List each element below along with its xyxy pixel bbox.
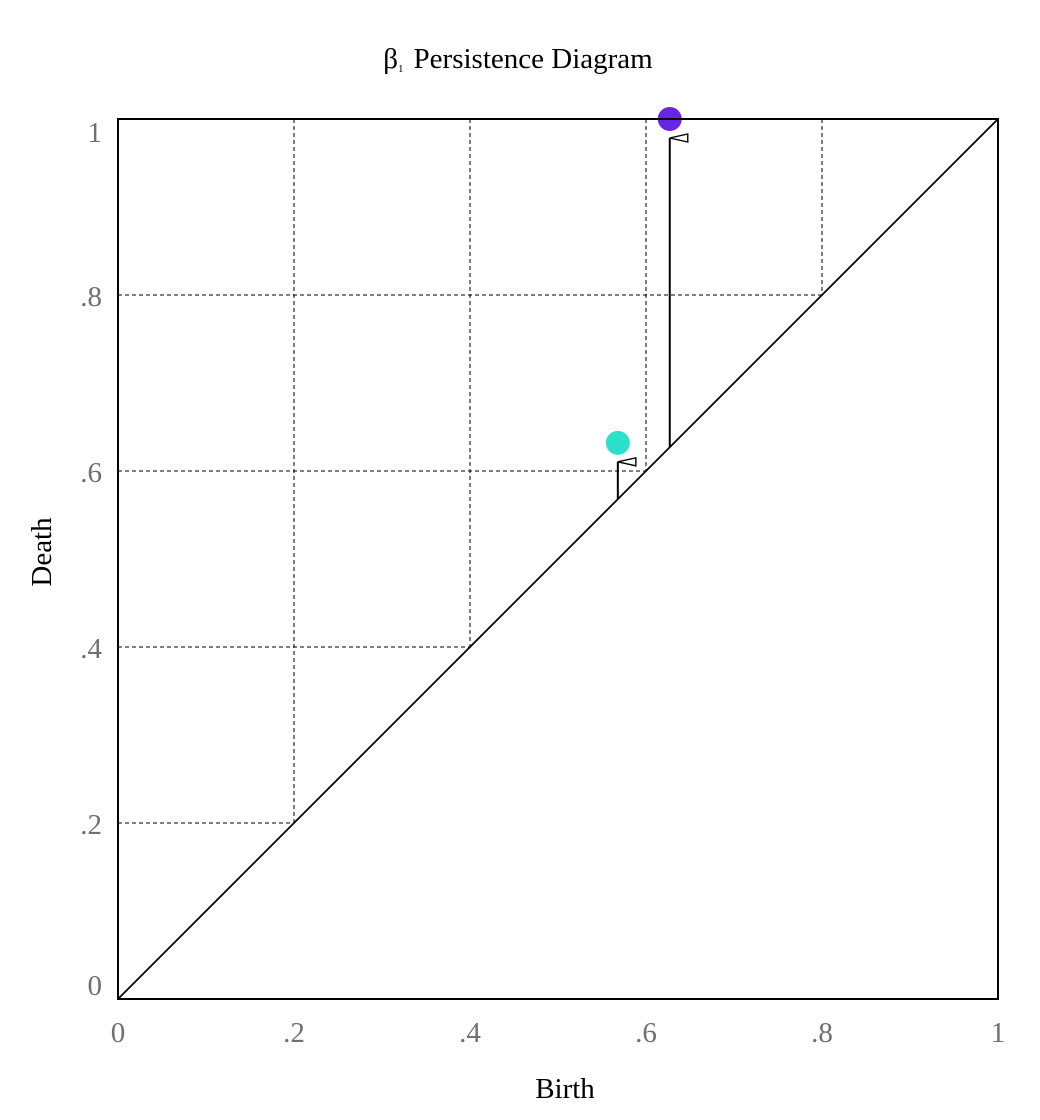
y-tick-label: 1 bbox=[88, 117, 103, 149]
title-text: Persistence Diagram bbox=[414, 43, 654, 75]
x-tick-label: 0 bbox=[111, 1017, 126, 1049]
title-subscript: 1 bbox=[398, 63, 404, 75]
x-axis-label: Birth bbox=[535, 1073, 595, 1105]
diagonal-line bbox=[117, 118, 999, 1000]
y-tick-labels: 0 .2 .4 .6 .8 1 bbox=[80, 117, 102, 1002]
y-tick-label: .6 bbox=[80, 457, 102, 489]
y-tick-label: .4 bbox=[80, 633, 102, 665]
x-tick-label: .6 bbox=[635, 1017, 657, 1049]
title-symbol: β bbox=[383, 43, 398, 75]
x-tick-labels: 0 .2 .4 .6 .8 1 bbox=[111, 1017, 1006, 1049]
y-tick-label: 0 bbox=[88, 970, 103, 1002]
x-tick-label: .2 bbox=[283, 1017, 305, 1049]
grid-layer bbox=[118, 119, 823, 824]
x-tick-label: 1 bbox=[991, 1017, 1006, 1049]
y-axis-label: Death bbox=[26, 517, 58, 587]
persistence-layer bbox=[605, 107, 689, 500]
x-tick-label: .4 bbox=[459, 1017, 481, 1049]
chart-title: β1 Persistence Diagram bbox=[383, 43, 653, 75]
plot-frame bbox=[117, 118, 999, 1000]
y-tick-label: .2 bbox=[80, 809, 102, 841]
y-tick-label: .8 bbox=[80, 281, 102, 313]
x-tick-label: .8 bbox=[811, 1017, 833, 1049]
persistence-point bbox=[605, 430, 630, 455]
